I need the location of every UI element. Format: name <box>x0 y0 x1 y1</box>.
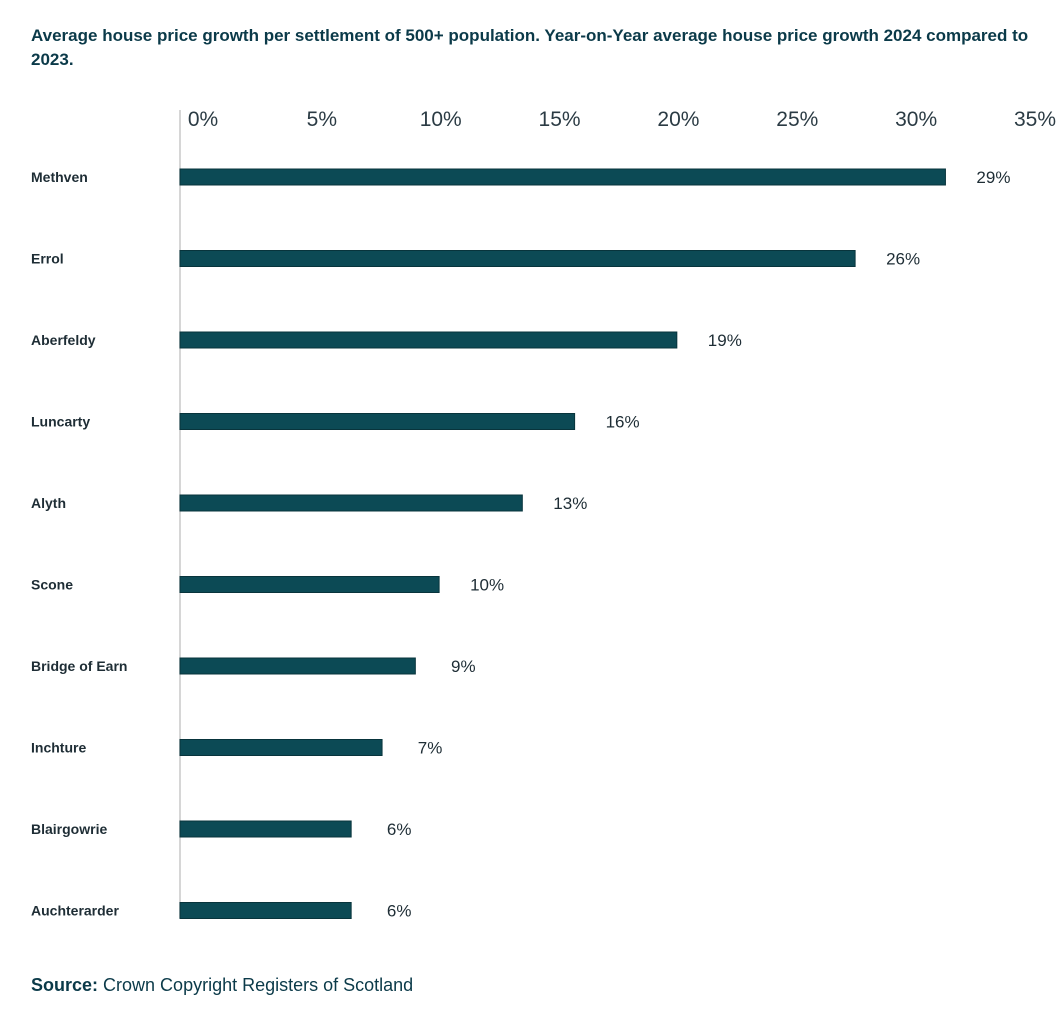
source-label: Source: <box>31 975 99 995</box>
category-label: Aberfeldy <box>31 332 96 348</box>
x-tick-label: 0% <box>188 108 218 131</box>
category-label: Scone <box>31 577 73 593</box>
data-label: 9% <box>451 657 476 676</box>
category-label: Errol <box>31 251 64 267</box>
bar <box>179 902 352 919</box>
source-note: Source: Crown Copyright Registers of Sco… <box>31 975 413 996</box>
bar <box>179 413 576 430</box>
x-tick-label: 15% <box>539 108 581 131</box>
data-label: 10% <box>470 576 504 595</box>
x-tick-label: 10% <box>420 108 462 131</box>
data-label: 13% <box>553 494 587 513</box>
bar <box>179 657 416 675</box>
category-label: Bridge of Earn <box>31 658 127 674</box>
bar <box>179 739 383 756</box>
data-label: 6% <box>387 820 412 839</box>
bar <box>179 331 678 349</box>
x-tick-label: 30% <box>895 108 937 131</box>
x-tick-label: 5% <box>307 108 337 131</box>
category-label: Luncarty <box>31 414 90 430</box>
data-label: 7% <box>418 739 443 758</box>
source-text: Crown Copyright Registers of Scotland <box>103 975 414 995</box>
x-axis-ticks: 0% 5% 10% 15% 20% 25% 30% 35% <box>188 108 1056 131</box>
category-label: Blairgowrie <box>31 821 107 837</box>
bar <box>179 250 856 267</box>
bar <box>179 576 440 593</box>
data-label: 16% <box>606 413 640 432</box>
chart-title: Average house price growth per settlemen… <box>31 26 1029 69</box>
bar <box>179 168 946 186</box>
category-label: Inchture <box>31 740 86 756</box>
data-label: 29% <box>976 168 1010 187</box>
bar <box>179 820 352 838</box>
bar <box>179 494 523 512</box>
x-tick-label: 35% <box>1014 108 1056 131</box>
data-label: 26% <box>886 250 920 269</box>
bars <box>179 168 946 919</box>
category-label: Auchterarder <box>31 903 119 919</box>
x-tick-label: 25% <box>776 108 818 131</box>
category-labels: Methven Errol Aberfeldy Luncarty Alyth Scone B… <box>31 169 127 919</box>
category-label: Alyth <box>31 495 66 511</box>
x-tick-label: 20% <box>657 108 699 131</box>
data-label: 19% <box>708 331 742 350</box>
value-labels: 29% 26% 19% 16% 13% 10% 9% 7% 6% 6% <box>387 168 1011 921</box>
category-label: Methven <box>31 169 88 185</box>
data-label: 6% <box>387 902 412 921</box>
